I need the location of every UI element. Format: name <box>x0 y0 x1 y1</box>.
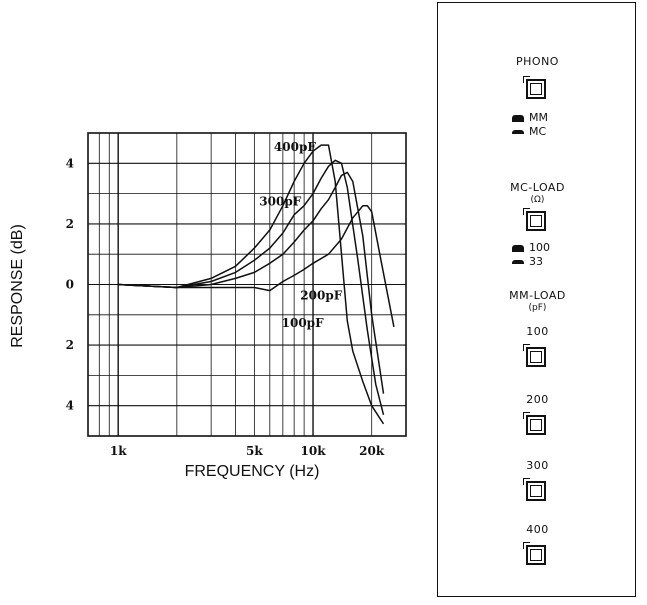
series-line-300pF <box>118 159 385 415</box>
y-tick-label: 4 <box>66 399 74 413</box>
mm-load-100-button[interactable] <box>526 347 546 367</box>
mc-load-title: MC-LOAD <box>510 181 565 194</box>
phono-option-mc-label: MC <box>529 125 547 138</box>
phono-option-mm-label: MM <box>529 111 548 124</box>
mm-load-400-label: 400 <box>526 523 549 536</box>
switch-up-icon <box>512 244 524 252</box>
mm-load-unit: (pF) <box>528 303 547 313</box>
mm-load-100-label: 100 <box>526 325 549 338</box>
mm-load-200-label: 200 <box>526 393 549 406</box>
chart-grid <box>87 132 407 437</box>
mc-load-option-100-label: 100 <box>529 241 550 254</box>
mc-load-option-33: 33 <box>512 255 543 268</box>
x-axis-title: FREQUENCY (Hz) <box>185 463 320 480</box>
y-axis-title: RESPONSE (dB) <box>9 224 26 348</box>
x-tick-label: 20k <box>359 444 385 458</box>
x-tick-label: 1k <box>110 444 127 458</box>
frequency-response-chart: 1k 5k 10k 20k 4 2 0 2 4 400pF 300pF 200pF 100pF FRE… <box>9 132 407 480</box>
series-line-200pF <box>118 171 385 394</box>
mc-load-button[interactable] <box>526 211 546 231</box>
series-line-400pF <box>118 144 385 425</box>
y-tick-label: 4 <box>66 156 74 170</box>
switch-down-icon <box>512 260 524 264</box>
chart-annotations: 400pF 300pF 200pF 100pF <box>259 140 342 330</box>
curve-label-100pF: 100pF <box>282 316 324 330</box>
series-line-100pF <box>118 204 395 328</box>
mc-load-option-33-label: 33 <box>529 255 543 268</box>
phono-option-mc: MC <box>512 125 546 138</box>
chart-curves <box>118 144 395 425</box>
y-tick-label: 2 <box>66 338 74 352</box>
switch-down-icon <box>512 130 524 134</box>
chart-tick-labels: 1k 5k 10k 20k 4 2 0 2 4 <box>66 156 385 458</box>
phono-title: PHONO <box>516 55 559 68</box>
curve-label-200pF: 200pF <box>300 289 342 303</box>
mm-load-300-button[interactable] <box>526 481 546 501</box>
mm-load-400-button[interactable] <box>526 545 546 565</box>
curve-label-300pF: 300pF <box>259 195 301 209</box>
y-tick-label: 0 <box>66 278 74 292</box>
x-tick-label: 10k <box>301 444 327 458</box>
mc-load-unit: (Ω) <box>530 195 545 205</box>
mm-load-200-button[interactable] <box>526 415 546 435</box>
x-tick-label: 5k <box>246 444 263 458</box>
switch-up-icon <box>512 114 524 122</box>
curve-label-400pF: 400pF <box>274 140 316 154</box>
control-panel: PHONO MM MC MC-LOAD (Ω) 100 33 MM-LOAD (… <box>437 2 636 597</box>
mm-load-title: MM-LOAD <box>509 289 566 302</box>
mc-load-option-100: 100 <box>512 241 550 254</box>
mm-load-300-label: 300 <box>526 459 549 472</box>
y-tick-label: 2 <box>66 217 74 231</box>
phono-button[interactable] <box>526 79 546 99</box>
phono-option-mm: MM <box>512 111 548 124</box>
